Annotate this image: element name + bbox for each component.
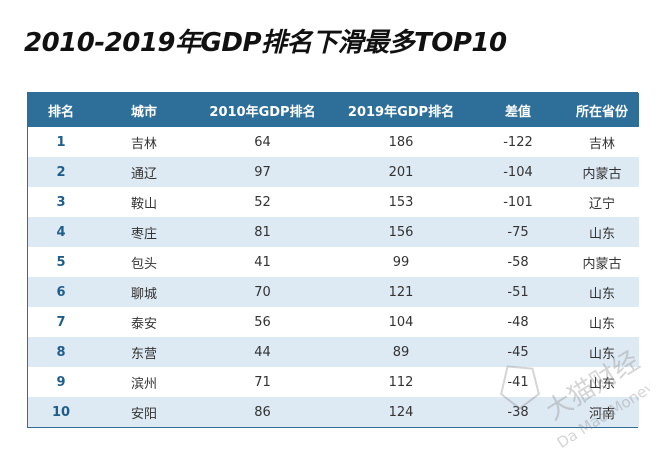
cell-city: 东营 xyxy=(94,337,194,367)
cell-rank-2010: 52 xyxy=(194,187,331,217)
header-city: 城市 xyxy=(94,93,194,127)
table-row: 9 滨州 71 112 -41 山东 xyxy=(28,367,639,397)
cell-city: 安阳 xyxy=(94,397,194,427)
cell-rank-2010: 41 xyxy=(194,247,331,277)
cell-rank-2010: 71 xyxy=(194,367,331,397)
cell-rank-2010: 86 xyxy=(194,397,331,427)
cell-rank: 4 xyxy=(28,217,94,247)
table-row: 5 包头 41 99 -58 内蒙古 xyxy=(28,247,639,277)
header-rank-2010: 2010年GDP排名 xyxy=(194,93,331,127)
table-body: 1 吉林 64 186 -122 吉林 2 通辽 97 201 -104 内蒙古… xyxy=(28,127,639,427)
cell-diff: -58 xyxy=(471,247,565,277)
cell-rank: 9 xyxy=(28,367,94,397)
cell-province: 河南 xyxy=(565,397,639,427)
cell-rank: 6 xyxy=(28,277,94,307)
table-row: 3 鞍山 52 153 -101 辽宁 xyxy=(28,187,639,217)
ranking-table: 排名 城市 2010年GDP排名 2019年GDP排名 差值 所在省份 1 吉林… xyxy=(28,93,639,427)
cell-province: 山东 xyxy=(565,217,639,247)
cell-province: 山东 xyxy=(565,277,639,307)
table-row: 6 聊城 70 121 -51 山东 xyxy=(28,277,639,307)
cell-rank-2019: 124 xyxy=(331,397,471,427)
cell-province: 内蒙古 xyxy=(565,157,639,187)
cell-city: 滨州 xyxy=(94,367,194,397)
cell-rank: 3 xyxy=(28,187,94,217)
cell-rank-2019: 104 xyxy=(331,307,471,337)
cell-rank-2019: 186 xyxy=(331,127,471,157)
cell-rank-2019: 153 xyxy=(331,187,471,217)
cell-rank-2019: 89 xyxy=(331,337,471,367)
cell-province: 山东 xyxy=(565,337,639,367)
cell-city: 包头 xyxy=(94,247,194,277)
cell-rank: 2 xyxy=(28,157,94,187)
cell-diff: -38 xyxy=(471,397,565,427)
cell-rank-2019: 121 xyxy=(331,277,471,307)
cell-diff: -101 xyxy=(471,187,565,217)
table-row: 10 安阳 86 124 -38 河南 xyxy=(28,397,639,427)
cell-rank-2019: 156 xyxy=(331,217,471,247)
page-title: 2010-2019年GDP排名下滑最多TOP10 xyxy=(24,28,507,58)
header-diff: 差值 xyxy=(471,93,565,127)
cell-diff: -41 xyxy=(471,367,565,397)
cell-rank-2010: 81 xyxy=(194,217,331,247)
cell-rank-2010: 70 xyxy=(194,277,331,307)
cell-city: 聊城 xyxy=(94,277,194,307)
cell-rank: 7 xyxy=(28,307,94,337)
cell-rank-2019: 99 xyxy=(331,247,471,277)
header-province: 所在省份 xyxy=(565,93,639,127)
cell-diff: -51 xyxy=(471,277,565,307)
cell-rank-2010: 56 xyxy=(194,307,331,337)
cell-diff: -45 xyxy=(471,337,565,367)
cell-province: 吉林 xyxy=(565,127,639,157)
cell-province: 山东 xyxy=(565,307,639,337)
ranking-table-container: 排名 城市 2010年GDP排名 2019年GDP排名 差值 所在省份 1 吉林… xyxy=(27,92,639,428)
cell-city: 泰安 xyxy=(94,307,194,337)
cell-province: 山东 xyxy=(565,367,639,397)
cell-diff: -122 xyxy=(471,127,565,157)
cell-rank-2010: 64 xyxy=(194,127,331,157)
table-row: 8 东营 44 89 -45 山东 xyxy=(28,337,639,367)
cell-diff: -104 xyxy=(471,157,565,187)
cell-diff: -48 xyxy=(471,307,565,337)
cell-province: 内蒙古 xyxy=(565,247,639,277)
cell-diff: -75 xyxy=(471,217,565,247)
cell-rank-2010: 97 xyxy=(194,157,331,187)
header-rank: 排名 xyxy=(28,93,94,127)
cell-city: 枣庄 xyxy=(94,217,194,247)
cell-city: 通辽 xyxy=(94,157,194,187)
cell-province: 辽宁 xyxy=(565,187,639,217)
table-header-row: 排名 城市 2010年GDP排名 2019年GDP排名 差值 所在省份 xyxy=(28,93,639,127)
table-row: 7 泰安 56 104 -48 山东 xyxy=(28,307,639,337)
header-rank-2019: 2019年GDP排名 xyxy=(331,93,471,127)
table-row: 2 通辽 97 201 -104 内蒙古 xyxy=(28,157,639,187)
cell-rank: 1 xyxy=(28,127,94,157)
table-row: 4 枣庄 81 156 -75 山东 xyxy=(28,217,639,247)
cell-city: 吉林 xyxy=(94,127,194,157)
cell-rank: 5 xyxy=(28,247,94,277)
table-row: 1 吉林 64 186 -122 吉林 xyxy=(28,127,639,157)
cell-rank: 8 xyxy=(28,337,94,367)
cell-city: 鞍山 xyxy=(94,187,194,217)
cell-rank-2019: 201 xyxy=(331,157,471,187)
cell-rank-2010: 44 xyxy=(194,337,331,367)
cell-rank: 10 xyxy=(28,397,94,427)
cell-rank-2019: 112 xyxy=(331,367,471,397)
